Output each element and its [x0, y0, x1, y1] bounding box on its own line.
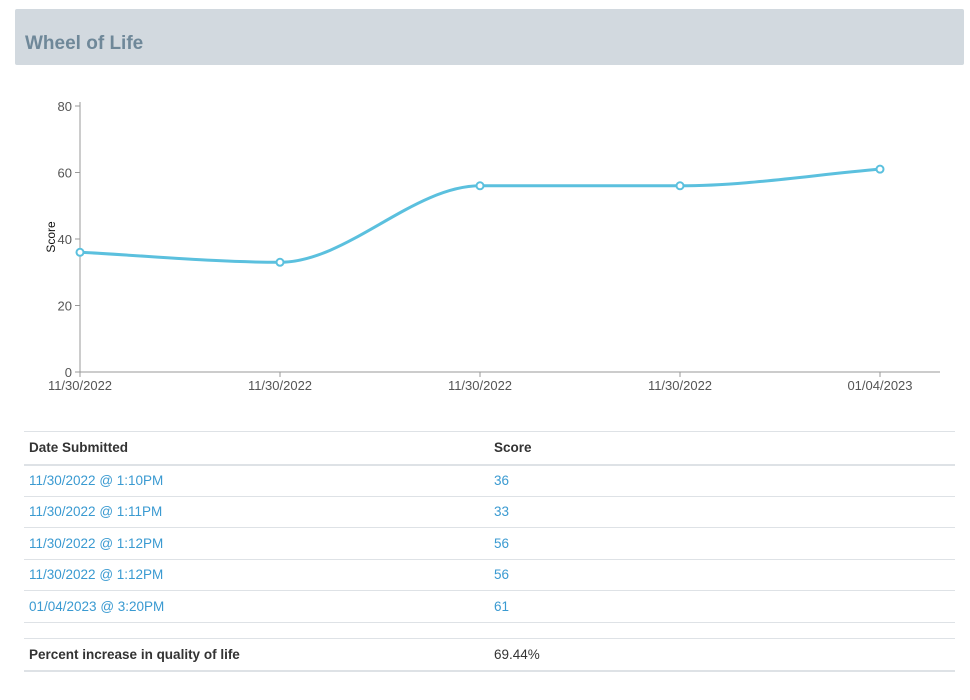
panel-header: Wheel of Life: [15, 9, 964, 65]
table-row: 01/04/2023 @ 3:20PM 61: [24, 590, 955, 623]
summary-row: Percent increase in quality of life 69.4…: [24, 638, 955, 672]
x-axis: 11/30/2022 11/30/2022 11/30/2022 11/30/2022…: [48, 371, 940, 393]
summary-value: 69.44%: [489, 638, 955, 672]
x-tick-label: 11/30/2022: [448, 378, 512, 393]
submission-score-link[interactable]: 61: [494, 598, 510, 614]
submission-date-link[interactable]: 11/30/2022 @ 1:12PM: [29, 567, 164, 583]
data-points: [75, 164, 885, 267]
y-tick-label: 80: [58, 99, 72, 114]
submission-date-link[interactable]: 11/30/2022 @ 1:10PM: [29, 473, 164, 488]
submission-date-link[interactable]: 11/30/2022 @ 1:11PM: [29, 504, 163, 520]
summary-table: Percent increase in quality of life 69.4…: [24, 638, 955, 672]
column-header-score: Score: [489, 431, 955, 466]
column-header-date: Date Submitted: [24, 431, 489, 466]
table-row: 11/30/2022 @ 1:10PM 36: [24, 464, 955, 497]
data-point: [75, 247, 85, 257]
submission-score-link[interactable]: 33: [494, 504, 510, 520]
x-tick-label: 11/30/2022: [48, 378, 112, 393]
y-tick-label: 20: [58, 299, 72, 314]
data-point: [275, 257, 285, 267]
data-point: [675, 181, 685, 191]
y-tick-label: 60: [58, 166, 72, 181]
data-point: [875, 164, 885, 174]
submission-date-link[interactable]: 11/30/2022 @ 1:12PM: [29, 535, 164, 551]
table-header-row: Date Submitted Score: [24, 431, 955, 466]
submission-score-link[interactable]: 56: [494, 567, 510, 583]
submissions-table: Date Submitted Score 11/30/2022 @ 1:10PM…: [24, 431, 955, 623]
summary-label: Percent increase in quality of life: [24, 638, 489, 672]
y-tick-label: 0: [65, 365, 72, 380]
y-axis: 0 20 40 60 80: [58, 99, 81, 380]
submission-score-link[interactable]: 36: [494, 473, 510, 488]
data-point: [475, 181, 485, 191]
table-row: 11/30/2022 @ 1:11PM 33: [24, 496, 955, 528]
x-tick-label: 11/30/2022: [248, 378, 312, 393]
table-row: 11/30/2022 @ 1:12PM 56: [24, 559, 955, 591]
x-tick-label: 01/04/2023: [847, 378, 912, 393]
x-tick-label: 11/30/2022: [648, 378, 712, 393]
submission-date-link[interactable]: 01/04/2023 @ 3:20PM: [29, 598, 165, 614]
y-tick-label: 40: [58, 232, 72, 247]
y-axis-title: Score: [44, 221, 58, 253]
table-row: 11/30/2022 @ 1:12PM 56: [24, 527, 955, 560]
panel-title: Wheel of Life: [25, 33, 144, 54]
submission-score-link[interactable]: 56: [494, 535, 510, 551]
